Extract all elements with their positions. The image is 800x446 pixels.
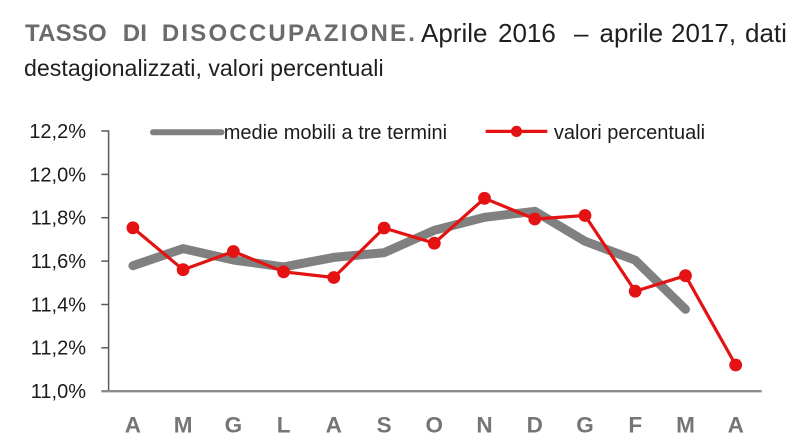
svg-text:11,4%: 11,4% <box>31 294 86 316</box>
svg-text:S: S <box>377 413 392 438</box>
svg-text:D: D <box>527 413 543 438</box>
svg-text:valori percentuali: valori percentuali <box>554 122 705 144</box>
svg-text:11,2%: 11,2% <box>31 338 86 360</box>
svg-text:F: F <box>628 413 642 438</box>
svg-text:L: L <box>277 413 291 438</box>
svg-text:A: A <box>728 413 744 438</box>
svg-text:O: O <box>426 413 444 438</box>
svg-text:A: A <box>125 413 141 438</box>
svg-text:12,0%: 12,0% <box>29 164 86 186</box>
svg-text:G: G <box>576 413 594 438</box>
svg-text:A: A <box>326 413 342 438</box>
svg-text:N: N <box>476 413 492 438</box>
svg-text:11,6%: 11,6% <box>31 251 86 273</box>
svg-text:11,0%: 11,0% <box>31 381 86 403</box>
svg-text:medie mobili a tre termini: medie mobili a tre termini <box>224 122 447 144</box>
svg-text:G: G <box>225 413 243 438</box>
svg-text:12,2%: 12,2% <box>29 121 86 143</box>
svg-text:M: M <box>174 413 193 438</box>
svg-text:11,8%: 11,8% <box>31 208 86 230</box>
svg-text:M: M <box>676 413 695 438</box>
